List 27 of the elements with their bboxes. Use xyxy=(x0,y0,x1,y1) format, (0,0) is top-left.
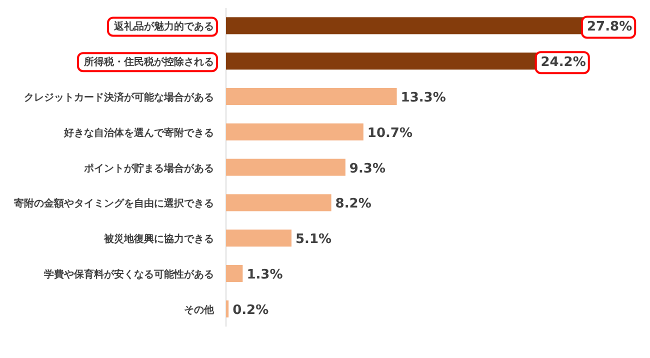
data-label: 24.2% xyxy=(540,55,586,70)
y-tick-label: 寄附の金額やタイミングを自由に選択できる xyxy=(14,198,214,210)
bar xyxy=(226,123,364,140)
data-label: 5.1% xyxy=(295,232,332,248)
data-label: 13.3% xyxy=(400,90,446,106)
y-tick-label: ポイントが貯まる場合がある xyxy=(83,162,214,174)
data-label: 9.3% xyxy=(349,161,386,176)
data-label: 10.7% xyxy=(367,126,413,141)
data-label: 0.2% xyxy=(232,302,269,318)
y-tick-label: 所得税・住民税が控除される xyxy=(83,56,214,68)
data-label: 27.8% xyxy=(587,20,632,35)
data-label: 8.2% xyxy=(335,196,372,212)
bar xyxy=(226,265,243,282)
bar xyxy=(226,230,292,247)
y-tick-label: 好きな自治体を選んで寄附できる xyxy=(63,126,214,139)
bar xyxy=(226,158,346,176)
y-tick-label: 被災地復興に協力できる xyxy=(103,233,214,246)
bar xyxy=(226,300,229,318)
y-tick-label: 返礼品が魅力的である xyxy=(113,20,214,33)
y-tick-label: その他 xyxy=(184,304,215,316)
y-tick-label: 学費や保育料が安くなる可能性がある xyxy=(44,268,214,280)
bar xyxy=(226,88,397,105)
y-tick-label: クレジットカード決済が可能な場合がある xyxy=(24,92,214,104)
bar xyxy=(226,194,332,212)
data-label: 1.3% xyxy=(246,268,283,282)
bar xyxy=(226,52,537,70)
bar xyxy=(226,17,583,34)
